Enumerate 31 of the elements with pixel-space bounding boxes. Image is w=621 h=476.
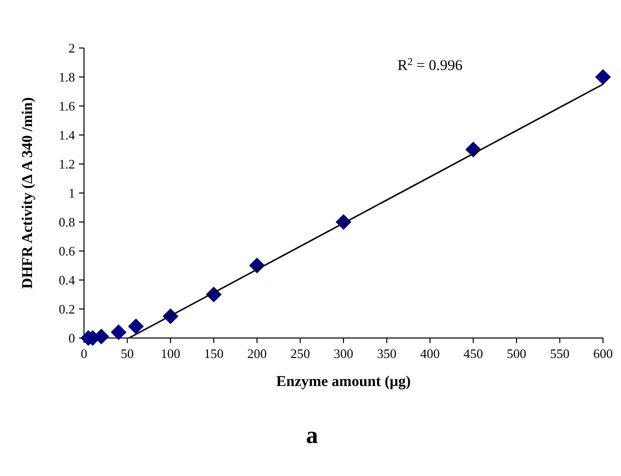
x-tick-label: 200	[247, 346, 267, 361]
x-tick-label: 250	[290, 346, 310, 361]
y-tick-label: 2	[68, 40, 75, 56]
y-tick-label: 0.2	[58, 302, 75, 316]
x-tick-label: 600	[593, 346, 613, 361]
x-tick-label: 350	[377, 346, 396, 361]
x-tick-label: 500	[506, 346, 526, 361]
y-tick-label: 1.8	[58, 70, 75, 84]
x-tick-label: 100	[160, 346, 180, 361]
point	[595, 69, 611, 85]
y-tick-label: 0.4	[58, 272, 76, 288]
text: a	[306, 423, 318, 449]
y-tick-label: 0.6	[58, 244, 76, 258]
y-tick-label: 1.2	[58, 156, 75, 172]
point	[128, 318, 144, 334]
annotation: R$^{2}$ = 0.996	[398, 56, 463, 74]
point	[110, 324, 126, 340]
x-tick-label: 550	[550, 346, 570, 361]
y-axis-title: DHFR Activity (Δ A 340 /min)	[20, 97, 36, 289]
x-tick-label: 300	[334, 346, 354, 361]
y-tick-label: 1.6	[58, 98, 76, 114]
x-axis-title: Enzyme amount (µg)	[276, 374, 411, 390]
y-tick-label: 0.8	[58, 214, 75, 230]
y-tick-label: 0	[68, 330, 75, 346]
x-tick-label: 450	[464, 346, 483, 361]
y-tick-label: 1.4	[58, 128, 76, 142]
x-tick-label: 150	[204, 346, 224, 361]
y-tick-label: 1	[68, 186, 75, 200]
x-tick-label: 400	[420, 346, 440, 361]
x-tick-label: 50	[120, 346, 134, 361]
x-tick-label: 0	[80, 346, 88, 361]
